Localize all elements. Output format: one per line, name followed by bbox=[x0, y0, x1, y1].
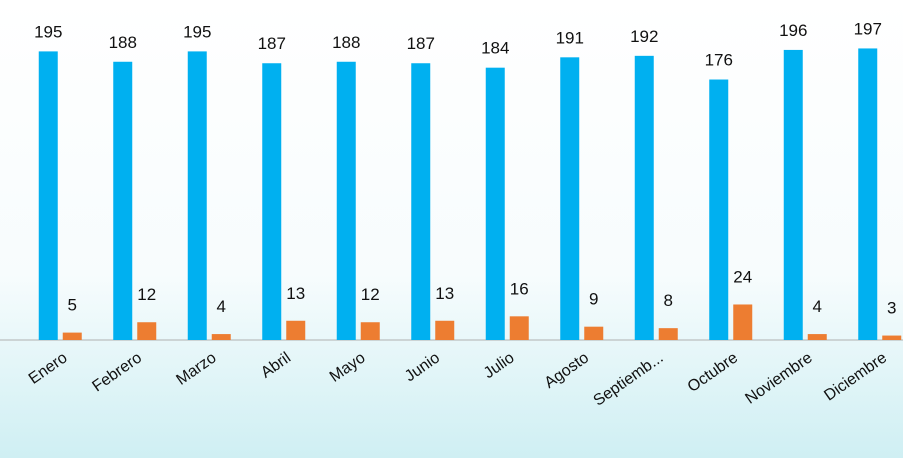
bar bbox=[733, 304, 753, 340]
bar bbox=[113, 61, 133, 340]
data-label: 196 bbox=[779, 21, 807, 40]
bar bbox=[634, 55, 654, 341]
data-label: 187 bbox=[258, 34, 286, 53]
data-label: 197 bbox=[854, 19, 882, 38]
bar bbox=[560, 57, 580, 340]
data-label: 184 bbox=[481, 39, 509, 58]
bar bbox=[137, 322, 157, 340]
data-label: 188 bbox=[332, 33, 360, 52]
data-label: 195 bbox=[183, 22, 211, 41]
data-label: 176 bbox=[705, 51, 733, 70]
bar bbox=[38, 51, 58, 341]
bar bbox=[709, 79, 729, 341]
bar bbox=[435, 320, 455, 340]
data-label: 187 bbox=[407, 34, 435, 53]
data-label: 13 bbox=[435, 284, 454, 303]
bar bbox=[509, 316, 529, 340]
bar bbox=[62, 332, 82, 340]
bar bbox=[584, 326, 604, 340]
bar bbox=[882, 335, 902, 340]
data-label: 191 bbox=[556, 28, 584, 47]
data-label: 8 bbox=[664, 291, 673, 310]
data-label: 13 bbox=[286, 284, 305, 303]
data-label: 195 bbox=[34, 22, 62, 41]
data-label: 16 bbox=[510, 279, 529, 298]
bar bbox=[783, 49, 803, 341]
data-label: 4 bbox=[217, 297, 226, 316]
bar bbox=[411, 63, 431, 341]
bar bbox=[336, 61, 356, 340]
bar bbox=[807, 334, 827, 340]
data-label: 192 bbox=[630, 27, 658, 46]
data-label: 24 bbox=[733, 267, 752, 286]
data-label: 4 bbox=[813, 297, 822, 316]
data-label: 3 bbox=[887, 299, 896, 318]
data-label: 188 bbox=[109, 33, 137, 52]
data-label: 12 bbox=[361, 285, 380, 304]
bar bbox=[187, 51, 207, 341]
data-label: 9 bbox=[589, 290, 598, 309]
bar bbox=[858, 48, 878, 340]
bar bbox=[485, 67, 505, 341]
bar bbox=[658, 328, 678, 340]
data-label: 5 bbox=[68, 296, 77, 315]
bar bbox=[211, 334, 231, 340]
bar bbox=[262, 63, 282, 341]
bar bbox=[286, 320, 306, 340]
data-label: 12 bbox=[137, 285, 156, 304]
bar bbox=[360, 322, 380, 340]
